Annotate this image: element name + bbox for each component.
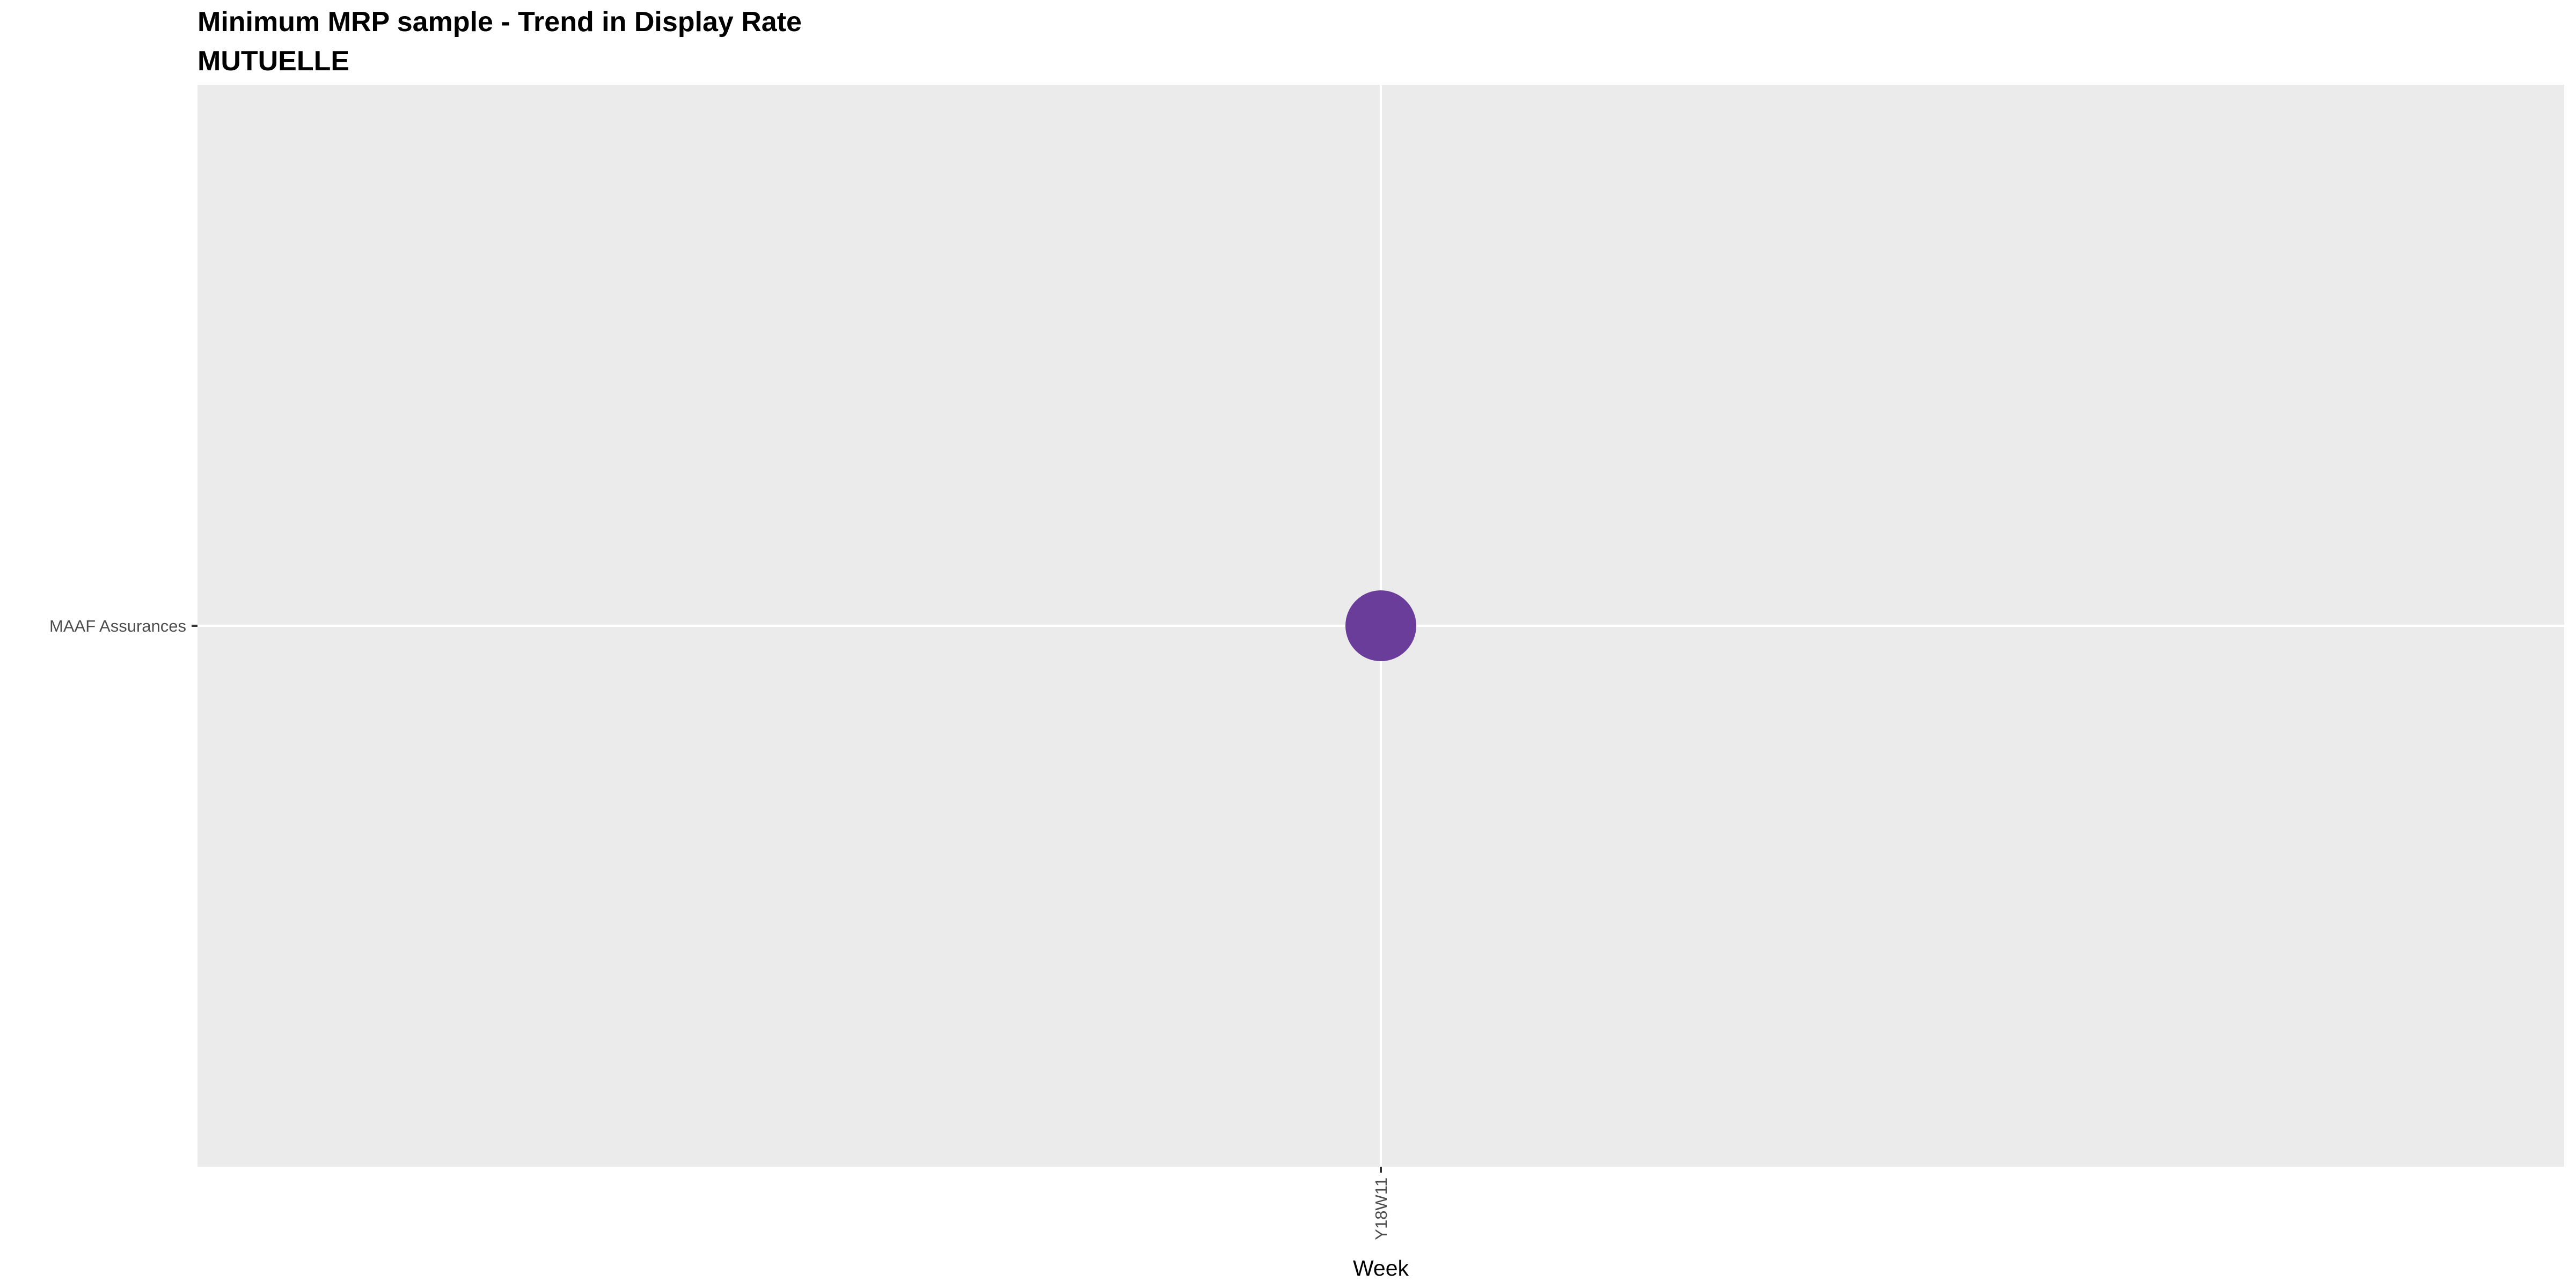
data-point bbox=[1345, 590, 1416, 661]
x-axis-title: Week bbox=[1353, 1256, 1409, 1280]
x-tick-label: Y18W11 bbox=[1372, 1177, 1391, 1240]
x-axis: Y18W11 bbox=[1372, 1167, 1391, 1240]
y-tick-label: MAAF Assurances bbox=[49, 617, 186, 635]
data-points bbox=[1345, 590, 1416, 661]
chart-title: Minimum MRP sample - Trend in Display Ra… bbox=[197, 6, 802, 38]
y-axis: MAAF Assurances bbox=[49, 617, 197, 635]
chart-subtitle: MUTUELLE bbox=[197, 46, 349, 77]
